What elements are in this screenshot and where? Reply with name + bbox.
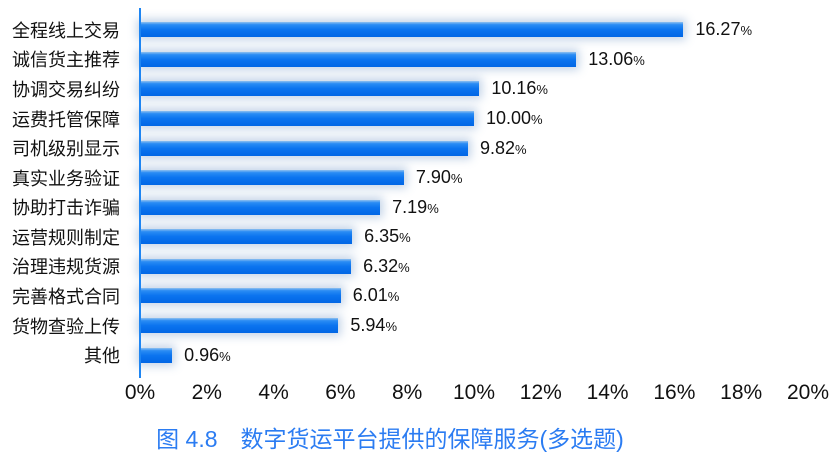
bar-row: 治理违规货源 6.32%	[0, 252, 808, 282]
x-axis: 0% 2% 4% 6% 8% 10% 12% 14% 16% 18% 20%	[125, 381, 829, 407]
x-tick-label: 12%	[519, 381, 562, 404]
category-label: 完善格式合同	[12, 286, 120, 307]
value-label: 16.27%	[695, 19, 753, 40]
bar-track: 10.00%	[140, 104, 808, 134]
bar-row: 运营规则制定 6.35%	[0, 222, 808, 252]
category-label: 运费托管保障	[12, 109, 120, 130]
bar	[140, 111, 474, 127]
bar	[140, 199, 381, 215]
bar-row: 协调交易纠纷 10.16%	[0, 74, 808, 104]
bar	[140, 22, 684, 38]
x-tick-label: 0%	[124, 381, 156, 404]
value-label: 10.16%	[491, 78, 548, 99]
y-axis-line	[139, 8, 141, 378]
bar-track: 7.90%	[140, 163, 808, 193]
percent-sign: %	[536, 82, 548, 98]
bar-track: 10.16%	[140, 74, 808, 104]
bar-row: 运费托管保障 10.00%	[0, 104, 808, 134]
bar-row: 全程线上交易 16.27%	[0, 15, 808, 45]
percent-sign: %	[515, 141, 527, 157]
bar-row: 司机级别显示 9.82%	[0, 133, 808, 163]
bar	[140, 170, 404, 186]
percent-sign: %	[450, 171, 463, 187]
value-label: 0.96%	[184, 344, 231, 365]
x-tick-label: 8%	[392, 381, 423, 404]
x-tick-label: 16%	[653, 381, 696, 404]
value-label: 6.01%	[352, 285, 400, 306]
category-label: 治理违规货源	[12, 257, 120, 278]
figure-caption: 图 4.8 数字货运平台提供的保障服务(多选题)	[156, 426, 624, 452]
value-label: 7.19%	[392, 196, 439, 217]
percent-sign: %	[387, 289, 400, 305]
percent-sign: %	[531, 112, 543, 128]
bar	[140, 229, 353, 245]
bar-row: 完善格式合同 6.01%	[0, 281, 808, 311]
category-label: 货物查验上传	[12, 316, 120, 337]
bar	[140, 347, 173, 363]
x-tick-label: 10%	[452, 381, 496, 404]
percent-sign: %	[399, 230, 411, 246]
value-label: 10.00%	[486, 108, 543, 129]
bar-track: 9.82%	[140, 133, 808, 163]
x-tick-label: 14%	[586, 381, 629, 404]
bar	[140, 318, 339, 334]
bar-row: 诚信货主推荐 13.06%	[0, 45, 808, 75]
percent-sign: %	[740, 23, 753, 39]
bar-track: 6.35%	[140, 222, 808, 252]
value-label: 7.90%	[415, 167, 463, 188]
category-label: 司机级别显示	[12, 139, 120, 160]
bar-row: 真实业务验证 7.90%	[0, 163, 808, 193]
percent-sign: %	[219, 348, 231, 364]
x-tick-label: 6%	[325, 381, 356, 404]
category-label: 其他	[84, 346, 120, 367]
value-label: 13.06%	[588, 48, 645, 69]
category-label: 运营规则制定	[12, 227, 120, 248]
percent-sign: %	[398, 259, 410, 275]
category-label: 真实业务验证	[12, 168, 120, 189]
percent-sign: %	[385, 319, 397, 335]
category-label: 协调交易纠纷	[12, 79, 120, 100]
category-label: 协助打击诈骗	[12, 198, 120, 219]
x-tick-label: 2%	[191, 381, 222, 404]
bar-track: 13.06%	[140, 45, 808, 75]
percent-sign: %	[633, 52, 645, 68]
x-tick-label: 4%	[258, 381, 289, 404]
value-label: 5.94%	[350, 315, 397, 336]
percent-sign: %	[427, 200, 439, 216]
bar-track: 0.96%	[140, 340, 808, 370]
plot-area: 全程线上交易 16.27% 诚信货主推荐 13.06% 协调交易纠纷 10.16…	[0, 15, 808, 370]
value-label: 9.82%	[479, 137, 527, 158]
x-tick-label: 20%	[786, 381, 829, 404]
bar-track: 16.27%	[140, 15, 808, 45]
bar-track: 7.19%	[140, 192, 808, 222]
bar	[140, 288, 341, 304]
bar-track: 5.94%	[140, 311, 808, 341]
bar	[140, 258, 352, 274]
x-tick-label: 18%	[720, 381, 763, 404]
bar-row: 协助打击诈骗 7.19%	[0, 192, 808, 222]
bar	[140, 51, 577, 67]
value-label: 6.32%	[363, 255, 410, 276]
bar-track: 6.32%	[140, 252, 808, 282]
bar	[140, 81, 480, 97]
value-label: 6.35%	[364, 226, 411, 247]
category-label: 全程线上交易	[12, 20, 120, 41]
category-label: 诚信货主推荐	[12, 50, 120, 71]
bar	[140, 140, 468, 156]
bar-row: 其他 0.96%	[0, 340, 808, 370]
bar-track: 6.01%	[140, 281, 808, 311]
bar-row: 货物查验上传 5.94%	[0, 311, 808, 341]
